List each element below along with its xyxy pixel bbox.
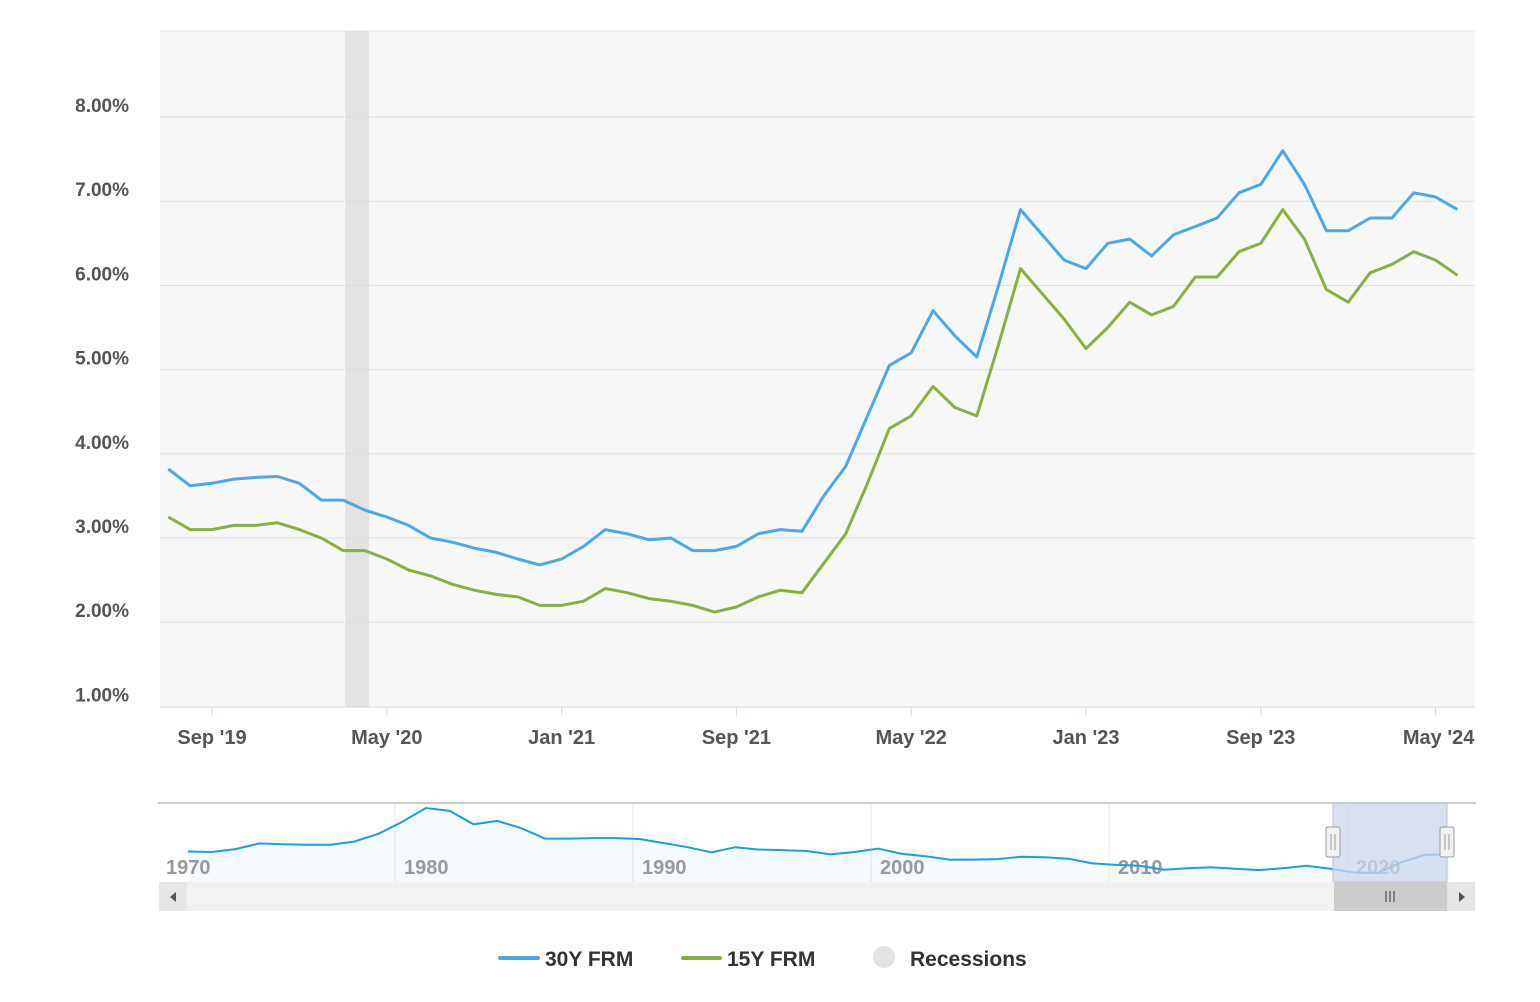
legend-label-30y: 30Y FRM bbox=[545, 948, 633, 971]
x-tick-label: May '20 bbox=[351, 727, 422, 749]
legend-item-30y[interactable]: 30Y FRM bbox=[498, 948, 633, 971]
y-tick-label: 2.00% bbox=[75, 601, 129, 622]
x-tick-label: Sep '23 bbox=[1226, 727, 1295, 749]
navigator-label: 1970 bbox=[166, 857, 211, 879]
legend-item-recessions[interactable]: Recessions bbox=[873, 946, 1027, 971]
legend-label-recessions: Recessions bbox=[910, 948, 1027, 971]
navigator-handle-right[interactable] bbox=[1439, 826, 1455, 858]
x-tick-label: Jan '21 bbox=[528, 727, 595, 749]
recession-bands bbox=[345, 31, 369, 707]
navigator-label: 2000 bbox=[880, 857, 925, 879]
navigator-series bbox=[187, 806, 1450, 882]
navigator-label: 1990 bbox=[642, 857, 687, 879]
x-tick-label: Sep '21 bbox=[702, 727, 771, 749]
x-tick-label: May '24 bbox=[1403, 727, 1475, 749]
y-tick-label: 3.00% bbox=[75, 517, 129, 538]
y-tick-label: 6.00% bbox=[75, 264, 129, 285]
series-lines bbox=[167, 149, 1459, 614]
scrollbar-track[interactable] bbox=[159, 882, 1475, 911]
navigator-line bbox=[187, 806, 1450, 875]
plot-background bbox=[160, 31, 1475, 707]
legend-item-15y[interactable]: 15Y FRM bbox=[681, 948, 815, 971]
y-tick-label: 7.00% bbox=[75, 180, 129, 201]
series-line-15y-frm bbox=[167, 208, 1459, 614]
scrollbar-right-button[interactable] bbox=[1447, 882, 1475, 911]
scrollbar-thumb[interactable] bbox=[1334, 882, 1447, 911]
y-tick-label: 4.00% bbox=[75, 433, 129, 454]
y-axis-labels: 1.00% 2.00% 3.00% 4.00% 5.00% 6.00% 7.00% 8.00% bbox=[75, 96, 129, 706]
navigator-handle-left[interactable] bbox=[1325, 826, 1341, 858]
arrow-right-icon bbox=[1459, 892, 1465, 902]
y-tick-label: 8.00% bbox=[75, 96, 129, 117]
recession-band bbox=[345, 31, 369, 707]
legend: 30Y FRM 15Y FRM Recessions bbox=[498, 946, 1027, 971]
navigator-selection[interactable] bbox=[1332, 802, 1448, 883]
legend-label-15y: 15Y FRM bbox=[727, 948, 815, 971]
x-tick-label: Jan '23 bbox=[1052, 727, 1119, 749]
arrow-left-icon bbox=[170, 892, 176, 902]
navigator-background bbox=[160, 803, 1475, 882]
navigator-label: 2010 bbox=[1118, 857, 1163, 879]
legend-swatch-recessions bbox=[873, 946, 895, 968]
scrollbar-left-button[interactable] bbox=[159, 882, 187, 911]
y-tick-label: 5.00% bbox=[75, 349, 129, 370]
x-tick-label: May '22 bbox=[875, 727, 946, 749]
navigator-area bbox=[187, 808, 1450, 882]
gridlines bbox=[160, 116, 1475, 623]
navigator-label: 1980 bbox=[404, 857, 449, 879]
navigator[interactable]: 197019801990200020102020 bbox=[158, 802, 1476, 911]
y-tick-label: 1.00% bbox=[75, 685, 129, 706]
x-tick-label: Sep '19 bbox=[177, 727, 246, 749]
x-axis-labels: Sep '19 May '20 Jan '21 Sep '21 May '22 Jan '… bbox=[177, 707, 1475, 749]
series-line-30y-frm bbox=[167, 149, 1459, 567]
